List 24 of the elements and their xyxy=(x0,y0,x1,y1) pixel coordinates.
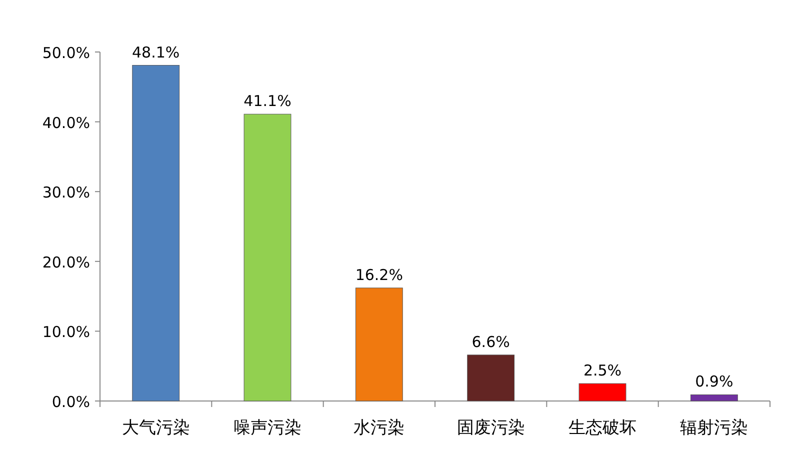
bar xyxy=(690,394,738,402)
data-label: 0.9% xyxy=(695,372,734,391)
data-label: 41.1% xyxy=(244,92,292,110)
bar xyxy=(578,383,626,402)
x-tick-label: 水污染 xyxy=(354,418,405,438)
data-label: 16.2% xyxy=(355,266,403,284)
x-tick-label: 大气污染 xyxy=(122,418,190,438)
bar xyxy=(244,114,292,402)
x-tick-label: 辐射污染 xyxy=(680,418,748,438)
x-tick-label: 生态破坏 xyxy=(568,418,636,438)
y-tick-label: 20.0% xyxy=(42,253,90,272)
data-label: 6.6% xyxy=(472,332,510,351)
x-tick-label: 固废污染 xyxy=(456,418,525,438)
bar xyxy=(467,354,515,402)
bar xyxy=(355,288,403,402)
x-tick-label: 噪声污染 xyxy=(234,418,302,438)
y-tick-label: 50.0% xyxy=(42,44,90,62)
y-tick-label: 30.0% xyxy=(42,184,90,202)
y-tick-label: 10.0% xyxy=(42,323,90,342)
data-label: 2.5% xyxy=(583,362,622,380)
y-tick-label: 40.0% xyxy=(42,114,90,132)
bar xyxy=(132,65,180,402)
y-tick-label: 0.0% xyxy=(52,393,90,411)
data-label: 48.1% xyxy=(132,43,180,62)
